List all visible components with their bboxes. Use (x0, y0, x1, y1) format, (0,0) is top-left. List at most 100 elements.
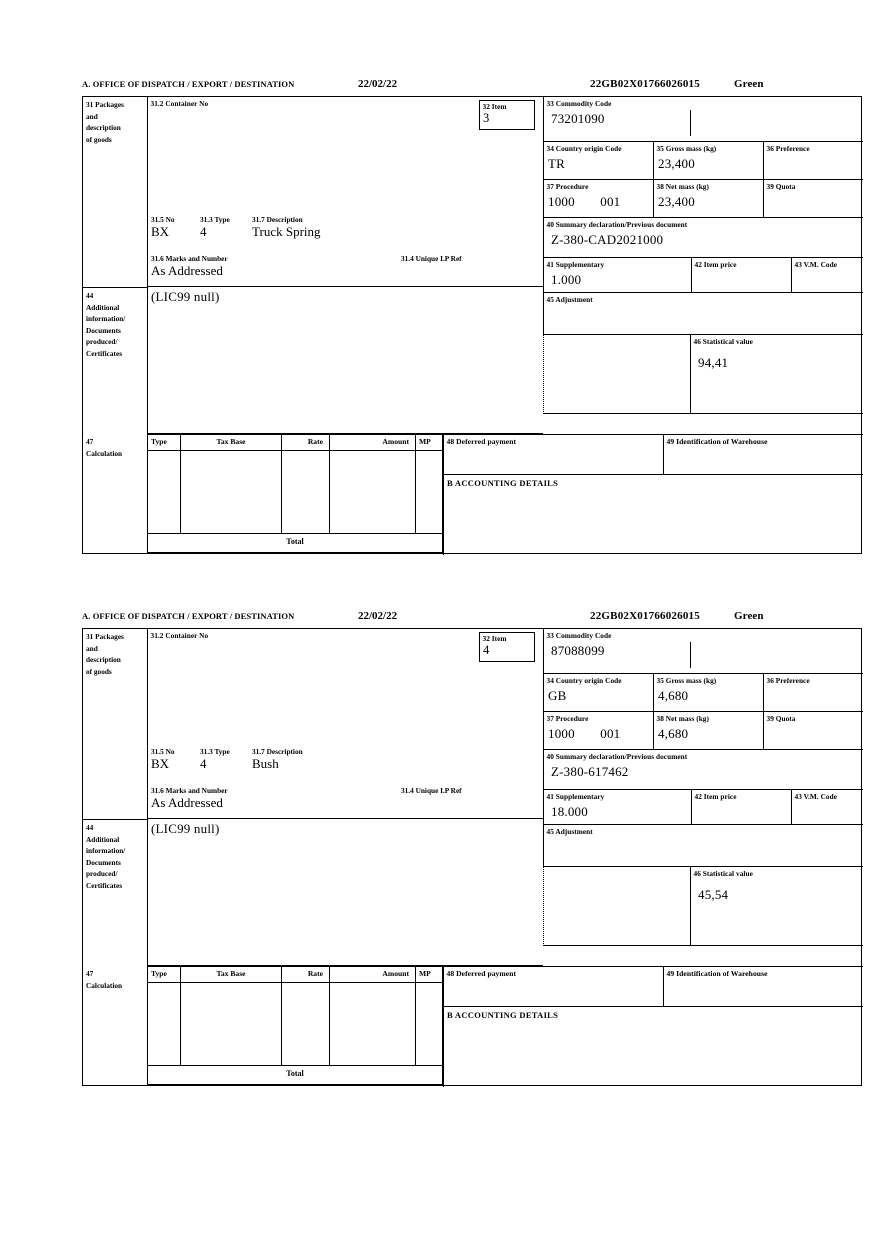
box-49-warehouse-identification[interactable]: 49 Identification of Warehouse (663, 434, 863, 475)
adjustment-value (544, 836, 863, 839)
box-34-label: 34 Country origin Code (546, 143, 622, 153)
box-39-quota[interactable]: 39 Quota (763, 712, 863, 750)
box-43-vm-code[interactable]: 43 V.M. Code (791, 790, 863, 825)
route-status-badge: Green (734, 78, 764, 90)
box-34-country-origin[interactable]: 34 Country origin Code GB (543, 674, 653, 712)
box-32-item-label: 32 Item (482, 102, 507, 111)
box-31-stub-line-1: 31 Packages (86, 632, 124, 641)
statistical-value-amount: 45,54 (698, 887, 729, 902)
box-33-commodity-code[interactable]: 33 Commodity Code 73201090 (543, 97, 863, 142)
box-31-6-marks-label: 31.6 Marks and Number (151, 786, 228, 795)
box-43-vm-code[interactable]: 43 V.M. Code (791, 258, 863, 293)
box-45-label: 45 Adjustment (546, 826, 593, 836)
packages-description-value: Bush (252, 756, 279, 771)
box-42-item-price[interactable]: 42 Item price (691, 258, 791, 293)
box-31-stub-line-1: 31 Packages (86, 100, 124, 109)
previous-document-value: Z-380-617462 (551, 764, 629, 779)
box-37-procedure[interactable]: 37 Procedure 1000 001 (543, 712, 653, 750)
calc-cell-mp[interactable] (415, 982, 443, 1066)
box-45-adjustment[interactable]: 45 Adjustment (543, 825, 863, 867)
box-35-gross-mass[interactable]: 35 Gross mass (kg) 4,680 (653, 674, 763, 712)
box-b-accounting-details[interactable]: B ACCOUNTING DETAILS (443, 1007, 863, 1087)
box-40-previous-document[interactable]: 40 Summary declaration/Previous document… (543, 750, 863, 790)
office-of-dispatch-label: A. OFFICE OF DISPATCH / EXPORT / DESTINA… (82, 611, 295, 621)
box-40-previous-document[interactable]: 40 Summary declaration/Previous document… (543, 218, 863, 258)
box-41-supplementary[interactable]: 41 Supplementary 18.000 (543, 790, 691, 825)
box-46-statistical-value[interactable]: 46 Statistical value 94,41 (691, 335, 863, 414)
box-31-7-description-label: 31.7 Description (252, 215, 303, 224)
box-36-preference[interactable]: 36 Preference (763, 674, 863, 712)
box-46-label: 46 Statistical value (693, 336, 753, 346)
box-39-label: 39 Quota (766, 181, 796, 191)
calc-cell-tax-base[interactable] (180, 982, 281, 1066)
box-31-stub-line-4: of goods (86, 134, 112, 144)
box-44-stub: 44 Additional information/ Documents pro… (83, 287, 147, 434)
calc-cell-mp[interactable] (415, 450, 443, 534)
calc-cell-rate[interactable] (281, 450, 329, 534)
box-41-supplementary[interactable]: 41 Supplementary 1.000 (543, 258, 691, 293)
gross-mass-value: 23,400 (658, 156, 695, 171)
office-of-dispatch-label: A. OFFICE OF DISPATCH / EXPORT / DESTINA… (82, 79, 295, 89)
calc-cell-amount[interactable] (329, 450, 415, 534)
country-origin-code-value: GB (548, 688, 567, 703)
box-37-label: 37 Procedure (546, 713, 589, 723)
box-49-warehouse-identification[interactable]: 49 Identification of Warehouse (663, 966, 863, 1007)
form-header: A. OFFICE OF DISPATCH / EXPORT / DESTINA… (82, 78, 862, 96)
calc-cell-rate[interactable] (281, 982, 329, 1066)
box-38-net-mass[interactable]: 38 Net mass (kg) 4,680 (653, 712, 763, 750)
box-33-commodity-code[interactable]: 33 Commodity Code 87088099 (543, 629, 863, 674)
box-44-stub-line-2: Additional (86, 302, 120, 312)
box-32-item[interactable]: 32 Item 4 (479, 632, 535, 662)
box-47-stub-line-1: 47 (86, 437, 94, 446)
procedure-additional-value: 001 (600, 194, 621, 209)
box-44-stub-line-1: 44 (86, 823, 94, 832)
box-48-deferred-payment[interactable]: 48 Deferred payment (443, 966, 663, 1007)
net-mass-value: 23,400 (658, 194, 695, 209)
box-38-net-mass[interactable]: 38 Net mass (kg) 23,400 (653, 180, 763, 218)
box-42-label: 42 Item price (694, 259, 737, 269)
box-45-adjustment[interactable]: 45 Adjustment (543, 293, 863, 335)
route-status-badge: Green (734, 610, 764, 622)
box-32-item-value: 3 (483, 110, 490, 125)
calc-header-mp: MP (415, 434, 443, 450)
preference-value (764, 153, 863, 156)
box-34-country-origin[interactable]: 34 Country origin Code TR (543, 142, 653, 180)
commodity-code-divider-tick (690, 110, 691, 136)
calc-header-rate: Rate (281, 966, 329, 982)
box-46-statistical-value[interactable]: 46 Statistical value 45,54 (691, 867, 863, 946)
box-42-item-price[interactable]: 42 Item price (691, 790, 791, 825)
box-41-label: 41 Supplementary (546, 259, 605, 269)
box-35-label: 35 Gross mass (kg) (656, 675, 717, 685)
box-44-stub: 44 Additional information/ Documents pro… (83, 819, 147, 966)
calc-cell-type[interactable] (147, 450, 180, 534)
box-35-gross-mass[interactable]: 35 Gross mass (kg) 23,400 (653, 142, 763, 180)
box-39-quota[interactable]: 39 Quota (763, 180, 863, 218)
box-47-stub-line-1: 47 (86, 969, 94, 978)
calc-cell-amount[interactable] (329, 982, 415, 1066)
box-31-2-container-no-label: 31.2 Container No (150, 630, 209, 640)
procedure-additional-value: 001 (600, 726, 621, 741)
calc-cell-type[interactable] (147, 982, 180, 1066)
quota-value (764, 723, 863, 726)
box-44-additional-information[interactable]: (LIC99 null) (147, 287, 543, 434)
box-36-label: 36 Preference (766, 675, 810, 685)
box-31-stub-line-2: and (86, 111, 98, 121)
packages-no-value: BX (151, 756, 170, 771)
box-31-packages[interactable]: 31.2 Container No 31.5 No 31.3 Type 31.7… (147, 629, 543, 819)
quota-value (764, 191, 863, 194)
statistical-value-amount: 94,41 (698, 355, 729, 370)
packages-no-value: BX (151, 224, 170, 239)
box-48-deferred-payment[interactable]: 48 Deferred payment (443, 434, 663, 475)
additional-information-value: (LIC99 null) (151, 821, 220, 836)
box-46-left-filler (543, 867, 691, 946)
box-31-packages[interactable]: 31.2 Container No 31.5 No 31.3 Type 31.7… (147, 97, 543, 287)
box-37-procedure[interactable]: 37 Procedure 1000 001 (543, 180, 653, 218)
box-36-preference[interactable]: 36 Preference (763, 142, 863, 180)
customs-declaration-form-1: A. OFFICE OF DISPATCH / EXPORT / DESTINA… (82, 78, 863, 555)
box-32-item[interactable]: 32 Item 3 (479, 100, 535, 130)
box-b-accounting-details[interactable]: B ACCOUNTING DETAILS (443, 475, 863, 555)
box-44-additional-information[interactable]: (LIC99 null) (147, 819, 543, 966)
calc-cell-tax-base[interactable] (180, 450, 281, 534)
box-31-6-marks-label: 31.6 Marks and Number (151, 254, 228, 263)
supplementary-value: 18.000 (551, 804, 588, 819)
